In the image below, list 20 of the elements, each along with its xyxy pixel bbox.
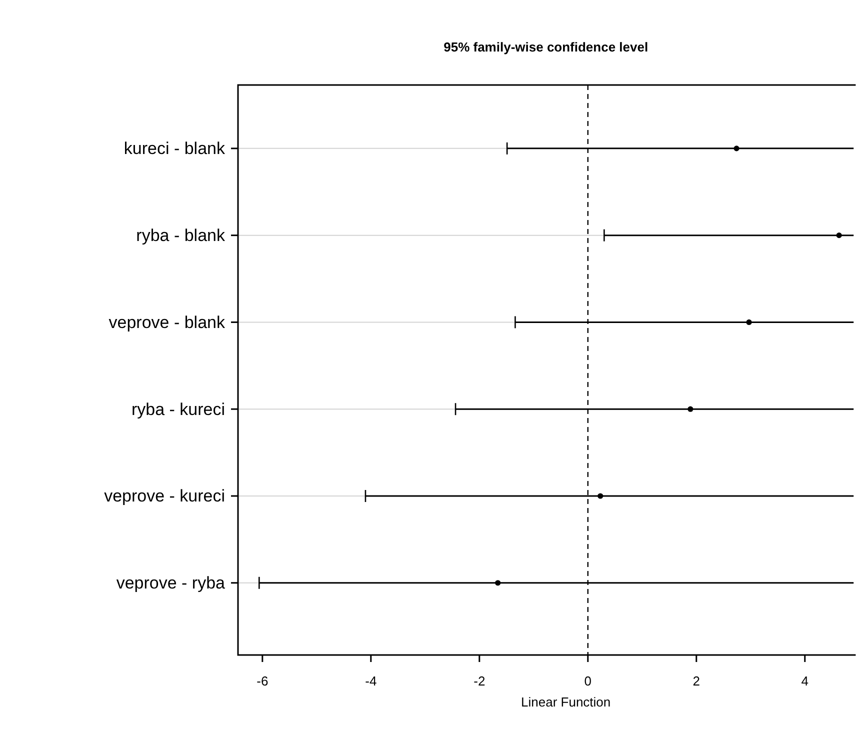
y-tick-label: veprove - kureci [104,486,225,506]
x-tick-label: -4 [365,674,377,689]
point [746,319,752,326]
point [734,146,740,152]
x-tick-label: 4 [801,674,808,689]
x-tick-label: -2 [474,674,486,689]
x-tick-label: 0 [584,674,592,689]
y-tick-label: veprove - blank [108,312,226,332]
y-tick-label: veprove - ryba [116,574,226,593]
x-axis-title: Linear Function [521,694,611,710]
y-tick-label: kureci - blank [124,139,226,158]
x-tick-label: 2 [692,674,700,689]
y-tick-label: ryba - kureci [131,400,225,419]
point [495,580,501,586]
y-tick-label: ryba - blank [136,226,226,246]
point [836,232,842,238]
point [688,406,694,412]
chart-title: 95% family-wise confidence level [444,40,648,55]
point [598,493,604,499]
x-tick-label: -6 [256,674,268,689]
